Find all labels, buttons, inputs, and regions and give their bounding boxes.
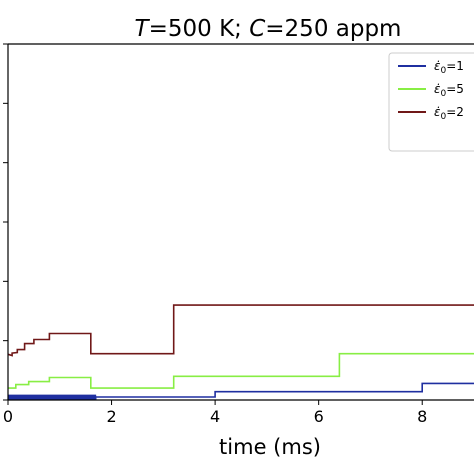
legend-value-1: =1 xyxy=(446,59,464,73)
title-c-symbol: C xyxy=(249,16,265,42)
legend-symbol-2: ε̇ xyxy=(434,82,441,96)
legend-subscript-3: 0 xyxy=(441,112,447,122)
x-axis-label: time (ms) xyxy=(219,435,321,459)
title-c-value: =250 appm xyxy=(265,16,401,42)
x-tick-label-4: 4 xyxy=(210,407,220,426)
legend-subscript-1: 0 xyxy=(441,66,447,76)
legend-value-2: =5 xyxy=(446,82,464,96)
legend-label-3: ε̇0=2 xyxy=(434,105,464,122)
legend-label-1: ε̇0=1 xyxy=(434,59,464,76)
legend-symbol-3: ε̇ xyxy=(434,105,441,119)
axes-layer: 0 2 4 6 8 xyxy=(3,43,474,426)
x-tick-label-6: 6 xyxy=(314,407,324,426)
x-tick-label-0: 0 xyxy=(3,407,13,426)
legend-value-3: =2 xyxy=(446,105,464,119)
legend: ε̇0=1ε̇0=5ε̇0=2 xyxy=(388,52,474,152)
legend-symbol-1: ε̇ xyxy=(434,59,441,73)
series-layer xyxy=(7,304,474,400)
x-tick-label-2: 2 xyxy=(106,407,116,426)
x-tick-label-8: 8 xyxy=(417,407,427,426)
series-noise-1 xyxy=(7,394,97,400)
legend-frame xyxy=(388,52,474,152)
title-t-symbol: T xyxy=(135,16,151,42)
series-line-2 xyxy=(8,352,474,389)
chart-title: T=500 K; C=250 appm xyxy=(135,16,402,42)
title-t-value: =500 K; xyxy=(149,16,250,42)
series-line-3 xyxy=(7,304,474,357)
legend-subscript-2: 0 xyxy=(441,89,447,99)
legend-label-2: ε̇0=5 xyxy=(434,82,464,99)
